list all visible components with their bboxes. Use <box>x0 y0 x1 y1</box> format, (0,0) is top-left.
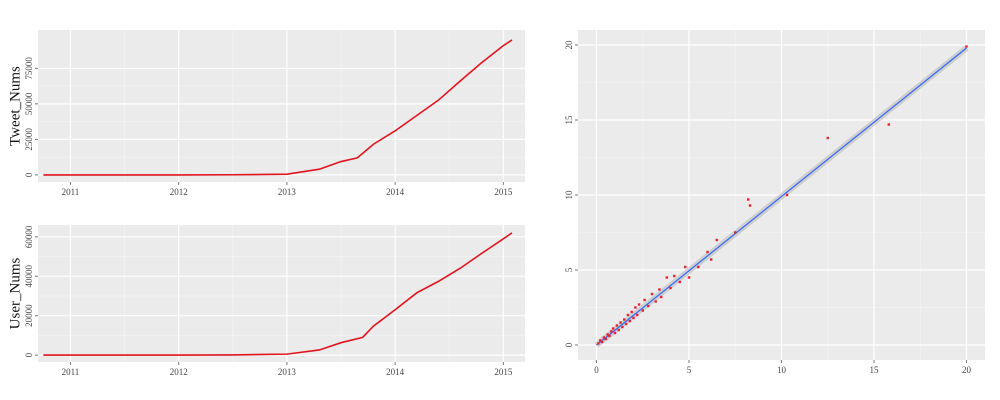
x-tick-label: 2015 <box>494 187 513 197</box>
y-tick-label: 20 <box>564 40 574 50</box>
point <box>734 231 737 234</box>
point <box>610 330 613 333</box>
point <box>637 303 641 306</box>
x-tick-label: 0 <box>594 365 599 375</box>
point <box>597 342 600 345</box>
point <box>600 340 604 344</box>
y-tick-label: 75000 <box>24 57 34 80</box>
point <box>747 198 750 201</box>
y-tick-label: 15 <box>564 115 574 125</box>
point <box>628 319 631 323</box>
panel-background <box>38 225 525 362</box>
point <box>617 328 620 332</box>
line <box>43 39 513 176</box>
point <box>641 309 644 312</box>
panel-background <box>38 30 525 182</box>
point <box>706 250 709 254</box>
y-tick-label: 0 <box>24 352 34 357</box>
point <box>650 292 654 296</box>
point <box>785 193 789 197</box>
point <box>611 327 615 330</box>
panel: 2011 2012 2013 2014 2015 0 20000 40000 60000User… <box>7 225 525 377</box>
x-tick-label: 10 <box>777 365 787 375</box>
y-tick-label: 5 <box>564 267 574 272</box>
point <box>647 304 650 308</box>
line <box>43 232 513 356</box>
point <box>621 325 624 329</box>
point <box>654 300 657 303</box>
x-tick-label: 15 <box>870 365 880 375</box>
point <box>748 204 752 207</box>
y-axis-label: User_Nums <box>7 258 23 330</box>
point <box>669 286 672 290</box>
y-tick-label: 60000 <box>24 225 34 248</box>
x-tick-label: 2012 <box>170 367 188 377</box>
panel: 0 5 10 15 20 0 5 10 15 20 <box>564 30 985 375</box>
x-tick-label: 2013 <box>278 187 297 197</box>
point <box>665 276 668 279</box>
point <box>602 336 606 339</box>
point <box>887 123 890 126</box>
point <box>643 298 646 302</box>
x-tick-label: 2015 <box>494 367 513 377</box>
point <box>599 339 602 342</box>
y-tick-label: 25000 <box>24 128 34 151</box>
point <box>634 306 637 309</box>
point <box>678 280 681 284</box>
point <box>626 313 630 317</box>
x-tick-label: 2012 <box>170 187 188 197</box>
point <box>615 324 619 327</box>
point <box>604 337 607 341</box>
point <box>660 295 663 299</box>
x-tick-label: 2014 <box>386 187 405 197</box>
point <box>632 316 635 320</box>
y-tick-label: 0 <box>564 342 574 347</box>
x-tick-label: 2014 <box>386 367 405 377</box>
x-tick-label: 20 <box>962 365 972 375</box>
point <box>673 274 676 278</box>
panel: 2011 2012 2013 2014 2015 0 25000 50000 75000Twee… <box>7 30 525 197</box>
point <box>715 238 718 242</box>
point <box>613 331 617 335</box>
point <box>684 265 687 269</box>
point <box>710 258 713 261</box>
x-tick-label: 5 <box>687 365 692 375</box>
point <box>658 288 661 291</box>
point <box>619 321 622 324</box>
point <box>826 136 829 140</box>
point <box>606 333 609 336</box>
point <box>624 322 628 326</box>
point <box>623 318 626 321</box>
x-tick-label: 2013 <box>278 367 297 377</box>
point <box>965 45 968 48</box>
y-tick-label: 20000 <box>24 304 34 327</box>
y-tick-label: 10 <box>564 190 574 200</box>
point <box>636 313 639 317</box>
y-axis-label: Tweet_Nums <box>7 66 23 146</box>
point <box>687 276 691 279</box>
x-tick-label: 2011 <box>62 187 80 197</box>
y-tick-label: 40000 <box>24 265 34 288</box>
point <box>608 334 611 338</box>
point <box>630 310 633 314</box>
point <box>697 265 700 269</box>
x-tick-label: 2011 <box>62 367 80 377</box>
trend-line <box>596 47 967 346</box>
y-tick-label: 50000 <box>24 92 34 115</box>
y-tick-label: 0 <box>24 172 34 177</box>
